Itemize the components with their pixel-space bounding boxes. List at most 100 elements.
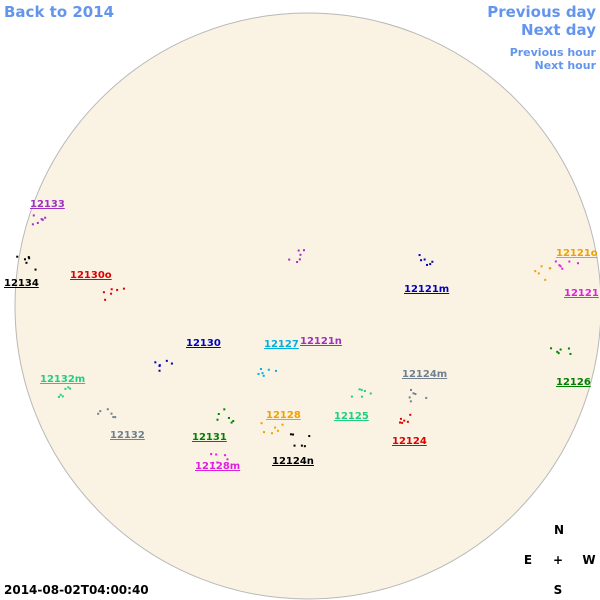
sunspot bbox=[270, 432, 273, 435]
sunspot bbox=[104, 298, 107, 301]
sunspot bbox=[288, 258, 291, 261]
sunspot bbox=[110, 292, 113, 295]
sunspot bbox=[97, 412, 100, 415]
sunspot bbox=[350, 395, 353, 398]
sunspot bbox=[425, 396, 428, 399]
sunspot bbox=[537, 272, 540, 275]
sunspot bbox=[106, 408, 109, 411]
sunspot bbox=[31, 223, 34, 226]
region-label[interactable]: 12134 bbox=[4, 278, 39, 289]
sunspot bbox=[57, 395, 60, 398]
compass-south: S bbox=[554, 583, 563, 597]
sunspot bbox=[16, 255, 19, 258]
solar-disk bbox=[14, 12, 600, 600]
sunspot bbox=[429, 263, 432, 266]
sunspot bbox=[559, 265, 562, 268]
sunspot bbox=[215, 453, 218, 456]
region-label[interactable]: 12124m bbox=[402, 369, 447, 380]
region-label[interactable]: 12133 bbox=[30, 199, 65, 210]
sunspot bbox=[358, 388, 361, 391]
region-label[interactable]: 12130 bbox=[186, 338, 221, 349]
sunspot bbox=[308, 435, 311, 438]
region-label[interactable]: 12132 bbox=[110, 430, 145, 441]
sunspot bbox=[40, 218, 43, 221]
sunspot bbox=[259, 368, 262, 371]
sunspot bbox=[116, 288, 119, 291]
sunspot bbox=[360, 388, 363, 391]
sunspot bbox=[44, 216, 47, 219]
sunspot bbox=[559, 348, 562, 351]
sunspot bbox=[210, 453, 213, 456]
sunspot bbox=[420, 259, 423, 262]
region-label[interactable]: 12121 bbox=[564, 288, 599, 299]
region-label[interactable]: 12121n bbox=[300, 336, 342, 347]
sunspot bbox=[28, 257, 31, 260]
sunspot bbox=[36, 221, 39, 224]
sunspot bbox=[227, 416, 230, 419]
sunspot bbox=[550, 347, 553, 350]
previous-day-link[interactable]: Previous day bbox=[487, 3, 596, 21]
next-day-link[interactable]: Next day bbox=[521, 21, 596, 39]
region-label[interactable]: 12131 bbox=[192, 432, 227, 443]
sunspot bbox=[59, 393, 62, 396]
sunspot bbox=[408, 396, 411, 399]
sunspot bbox=[302, 249, 305, 252]
sunspot bbox=[274, 369, 277, 372]
sunspot bbox=[549, 267, 552, 270]
previous-hour-link[interactable]: Previous hour bbox=[510, 46, 597, 59]
sunspot bbox=[363, 389, 366, 392]
region-label[interactable]: 12128 bbox=[266, 410, 301, 421]
sunspot bbox=[122, 287, 125, 290]
next-hour-link[interactable]: Next hour bbox=[535, 59, 597, 72]
sunspot bbox=[158, 364, 161, 367]
region-label[interactable]: 12124 bbox=[392, 436, 427, 447]
region-label[interactable]: 12128m bbox=[195, 461, 240, 472]
sunspot bbox=[276, 429, 279, 432]
sunspot bbox=[406, 420, 409, 423]
sunspot bbox=[69, 387, 72, 390]
sunspot bbox=[110, 412, 113, 415]
sunspot bbox=[409, 400, 412, 403]
sunspot bbox=[224, 454, 227, 457]
sunspot bbox=[25, 261, 28, 264]
sunspot bbox=[262, 374, 265, 377]
sunspot bbox=[577, 262, 580, 265]
sunspot bbox=[567, 347, 570, 350]
compass-north: N bbox=[554, 523, 564, 537]
sunspot bbox=[110, 288, 113, 291]
sunspot bbox=[556, 350, 559, 353]
compass-east: E bbox=[524, 553, 532, 567]
sunspot bbox=[401, 421, 404, 424]
back-link[interactable]: Back to 2014 bbox=[4, 3, 114, 21]
sunspot bbox=[409, 388, 412, 391]
sunspot bbox=[281, 423, 284, 426]
sunspot bbox=[300, 444, 303, 447]
sunspot bbox=[292, 433, 295, 436]
sunspot bbox=[260, 422, 263, 425]
sunspot bbox=[360, 395, 363, 398]
region-label[interactable]: 12121m bbox=[404, 284, 449, 295]
sunspot bbox=[554, 260, 557, 263]
region-label[interactable]: 12126 bbox=[556, 377, 591, 388]
region-label[interactable]: 12121o bbox=[556, 248, 598, 259]
region-label[interactable]: 12124n bbox=[272, 456, 314, 467]
sunspot bbox=[114, 416, 117, 419]
sunspot bbox=[418, 254, 421, 257]
sunspot bbox=[99, 410, 102, 413]
region-label[interactable]: 12132m bbox=[40, 374, 85, 385]
sunspot bbox=[423, 258, 426, 261]
sunspot bbox=[544, 278, 547, 281]
region-label[interactable]: 12125 bbox=[334, 411, 369, 422]
sunspot bbox=[399, 421, 402, 424]
sunspot bbox=[414, 393, 417, 396]
sunspot bbox=[293, 444, 296, 447]
sunspot bbox=[557, 352, 560, 355]
sunspot bbox=[32, 214, 35, 217]
sunspot bbox=[216, 461, 219, 464]
sunspot bbox=[289, 433, 292, 436]
compass-center: + bbox=[553, 553, 563, 567]
sunspot bbox=[303, 445, 306, 448]
region-label[interactable]: 12130o bbox=[70, 270, 112, 281]
region-label[interactable]: 12127 bbox=[264, 339, 299, 350]
